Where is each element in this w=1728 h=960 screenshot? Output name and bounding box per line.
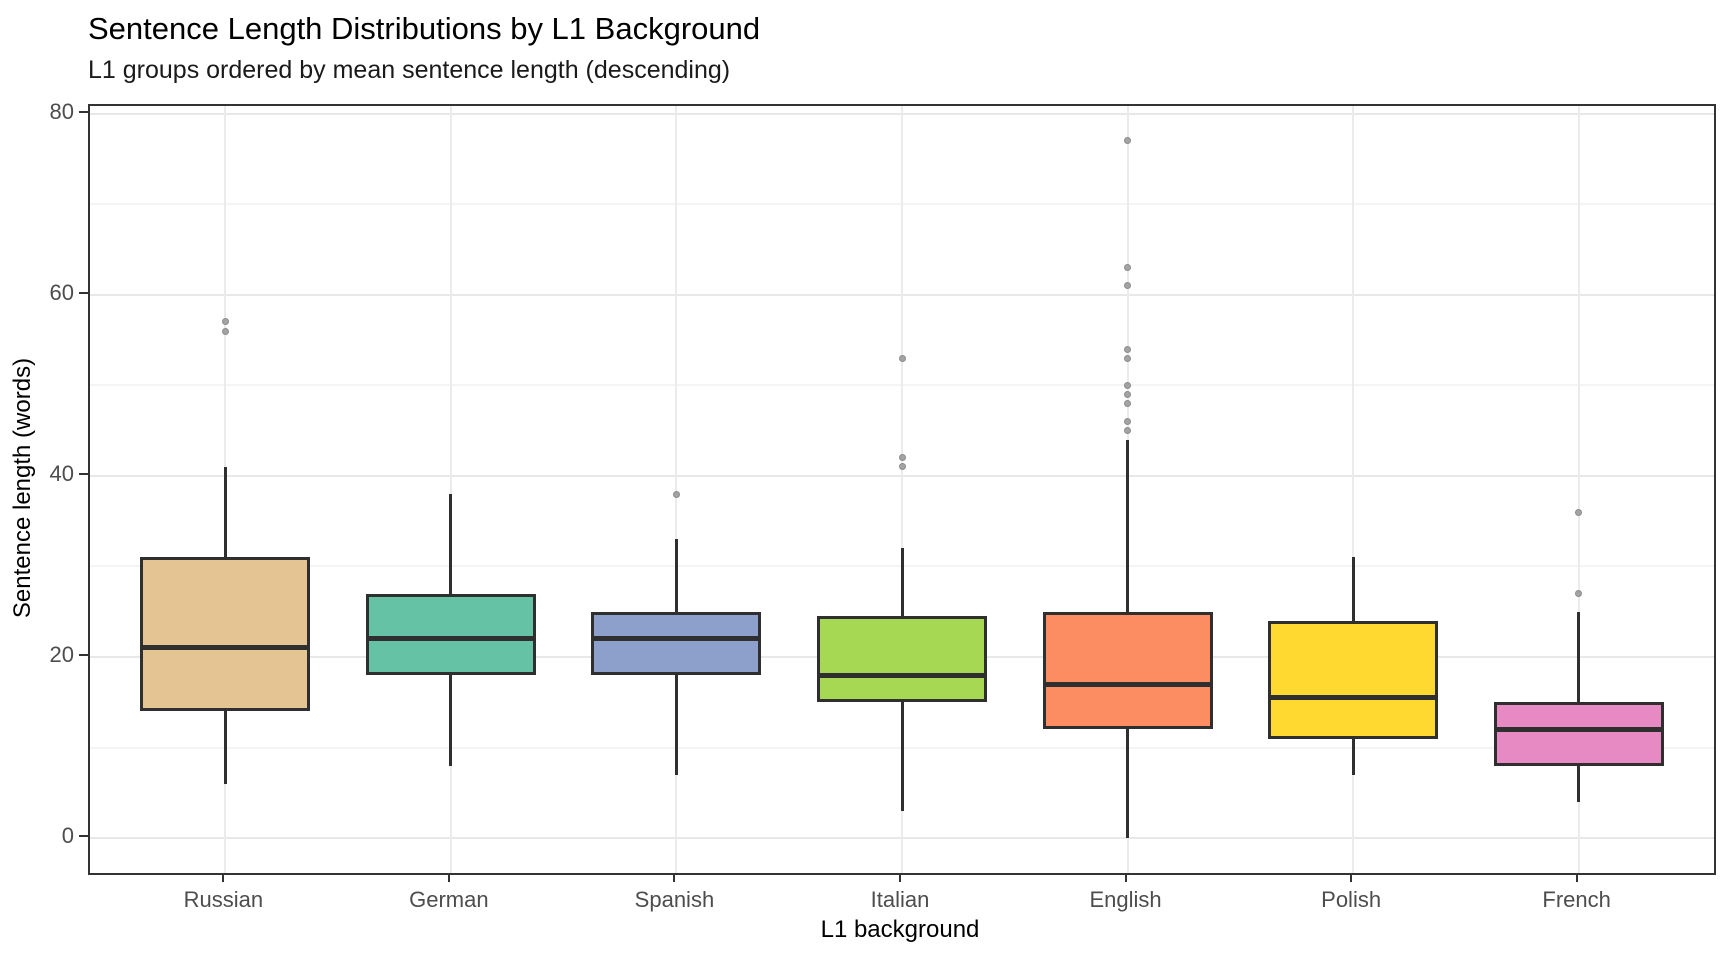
outlier-dot — [898, 454, 906, 462]
y-tick-mark — [79, 110, 88, 113]
box-italian — [817, 616, 987, 703]
median-line-italian — [817, 672, 987, 678]
outlier-dot — [672, 490, 680, 498]
x-tick-label: Russian — [183, 887, 264, 912]
y-axis-title: Sentence length (words) — [6, 104, 40, 871]
outlier-dot — [221, 327, 229, 335]
x-gridline-major — [1352, 106, 1355, 873]
y-tick-label: 60 — [49, 279, 74, 305]
x-axis-title: L1 background — [820, 916, 980, 943]
x-tick-mark — [1124, 873, 1127, 882]
x-tick-label: French — [1542, 887, 1611, 912]
box-spanish — [591, 611, 762, 676]
outlier-dot — [898, 463, 906, 471]
outlier-dot — [1124, 137, 1132, 145]
box-english — [1042, 611, 1213, 730]
x-gridline-major — [675, 106, 678, 873]
y-tick-mark — [79, 472, 88, 475]
plot-panel — [88, 104, 1716, 875]
box-german — [365, 593, 536, 676]
box-french — [1493, 702, 1664, 766]
x-gridline-major — [1577, 106, 1580, 873]
y-tick-label: 80 — [49, 98, 74, 124]
y-tick-label: 40 — [49, 460, 74, 486]
median-line-german — [365, 636, 536, 642]
outlier-dot — [1124, 418, 1132, 426]
x-tick-label: English — [1089, 887, 1162, 912]
chart-subtitle: L1 groups ordered by mean sentence lengt… — [88, 56, 731, 84]
x-tick-label: Polish — [1321, 887, 1382, 912]
y-tick-mark — [79, 835, 88, 838]
chart-title: Sentence Length Distributions by L1 Back… — [88, 11, 761, 46]
x-gridline-major — [901, 106, 903, 873]
outlier-dot — [1124, 282, 1132, 290]
x-tick-label: German — [409, 887, 489, 912]
x-gridline-major — [449, 106, 452, 873]
y-tick-label: 20 — [49, 642, 74, 668]
outlier-dot — [221, 318, 229, 326]
x-tick-mark — [1575, 873, 1578, 882]
median-line-english — [1042, 681, 1213, 687]
x-tick-mark — [1350, 873, 1353, 882]
outlier-dot — [898, 354, 906, 362]
box-polish — [1268, 620, 1439, 739]
outlier-dot — [1124, 399, 1132, 407]
y-tick-label: 0 — [61, 823, 74, 849]
box-russian — [140, 557, 311, 712]
outlier-dot — [1124, 345, 1132, 353]
outlier-dot — [1124, 354, 1132, 362]
y-axis-title-text: Sentence length (words) — [9, 357, 36, 618]
x-tick-mark — [447, 873, 450, 882]
median-line-polish — [1268, 695, 1439, 701]
y-tick-mark — [79, 654, 88, 657]
outlier-dot — [1575, 508, 1583, 516]
x-tick-mark — [222, 873, 225, 882]
x-tick-label: Italian — [870, 887, 930, 912]
median-line-russian — [140, 645, 311, 651]
x-tick-mark — [899, 873, 901, 882]
x-tick-label: Spanish — [634, 887, 715, 912]
outlier-dot — [1124, 390, 1132, 398]
outlier-dot — [1575, 590, 1583, 598]
median-line-spanish — [591, 636, 762, 642]
outlier-dot — [1124, 427, 1132, 435]
median-line-french — [1493, 726, 1664, 732]
outlier-dot — [1124, 264, 1132, 272]
x-tick-mark — [673, 873, 676, 882]
y-tick-mark — [79, 291, 88, 294]
outlier-dot — [1124, 381, 1132, 389]
